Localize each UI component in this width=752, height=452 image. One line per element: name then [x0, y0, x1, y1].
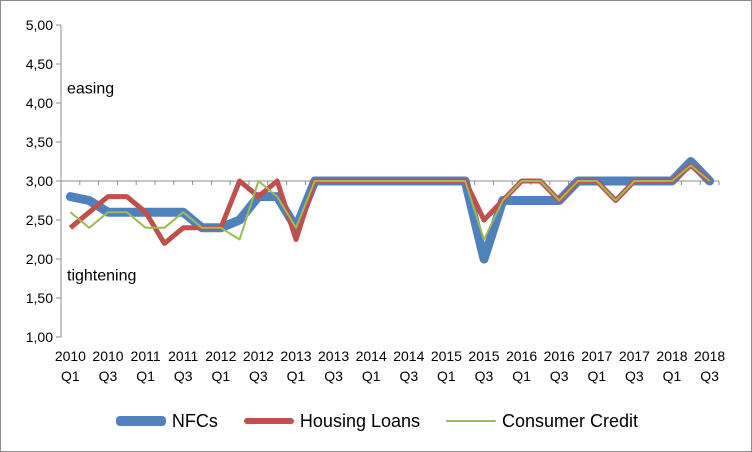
x-tick-label-quarter: Q3 — [324, 368, 343, 384]
x-tick-label-year: 2014 — [393, 348, 424, 364]
x-tick-label-year: 2014 — [356, 348, 387, 364]
x-tick-label-year: 2012 — [205, 348, 236, 364]
x-tick-label-year: 2016 — [544, 348, 575, 364]
y-tick-label: 1,00 — [26, 329, 53, 345]
legend-item-nfcs: NFCs — [115, 410, 218, 432]
x-tick-label-year: 2015 — [468, 348, 499, 364]
x-tick-label-year: 2010 — [55, 348, 86, 364]
x-tick-label-year: 2015 — [431, 348, 462, 364]
y-tick-label: 2,00 — [26, 251, 53, 267]
legend-swatch-housing-loans — [243, 418, 294, 424]
legend-swatch-consumer-credit — [446, 420, 497, 422]
x-tick-label-year: 2016 — [506, 348, 537, 364]
x-tick-label-year: 2017 — [619, 348, 650, 364]
x-tick-label-quarter: Q1 — [362, 368, 381, 384]
x-tick-label-year: 2012 — [243, 348, 274, 364]
legend-label-nfcs: NFCs — [171, 410, 218, 431]
x-tick-label-quarter: Q3 — [99, 368, 118, 384]
x-tick-label-quarter: Q1 — [437, 368, 456, 384]
x-tick-label-quarter: Q1 — [512, 368, 531, 384]
x-tick-label-quarter: Q3 — [249, 368, 268, 384]
y-tick-label: 5,00 — [26, 17, 53, 33]
x-tick-label-year: 2013 — [318, 348, 349, 364]
y-axis: 1,00 1,50 2,00 2,50 3,00 3,50 4,00 4,50 5,00 — [26, 17, 62, 345]
x-tick-label-quarter: Q3 — [475, 368, 494, 384]
y-tick-label: 4,50 — [26, 56, 53, 72]
x-tick-label-quarter: Q1 — [663, 368, 682, 384]
series-layer — [65, 157, 715, 264]
y-tick-label: 4,00 — [26, 95, 53, 111]
legend: NFCs Housing Loans Consumer Credit — [1, 406, 752, 436]
annotation-easing: easing — [67, 80, 114, 97]
legend-item-consumer-credit: Consumer Credit — [446, 411, 638, 432]
x-tick-label-quarter: Q3 — [550, 368, 569, 384]
y-tick-label: 3,00 — [26, 173, 53, 189]
y-tick-label: 3,50 — [26, 134, 53, 150]
x-tick-label-quarter: Q3 — [625, 368, 644, 384]
x-tick-label-quarter: Q1 — [587, 368, 606, 384]
annotation-tightening: tightening — [67, 268, 136, 285]
x-tick-label-year: 2011 — [131, 348, 161, 364]
legend-label-housing-loans: Housing Loans — [299, 410, 421, 431]
x-tick-label-quarter: Q3 — [700, 368, 719, 384]
x-tick-label-quarter: Q1 — [211, 368, 230, 384]
x-tick-label-quarter: Q3 — [174, 368, 193, 384]
x-tick-label-quarter: Q1 — [287, 368, 306, 384]
x-tick-label-year: 2010 — [92, 348, 123, 364]
x-tick-label-year: 2011 — [168, 348, 198, 364]
annotation-layer: easing tightening — [67, 80, 136, 284]
x-tick-label-quarter: Q1 — [136, 368, 155, 384]
x-tick-label-year: 2013 — [280, 348, 311, 364]
series-line-consumer-credit — [69, 164, 711, 241]
y-tick-label: 1,50 — [26, 290, 53, 306]
x-tick-label-year: 2018 — [656, 348, 687, 364]
x-tick-label-year: 2018 — [694, 348, 725, 364]
y-tick-label: 2,50 — [26, 212, 53, 228]
x-tick-label-quarter: Q1 — [61, 368, 80, 384]
legend-swatch-nfcs — [115, 416, 166, 426]
legend-item-housing-loans: Housing Loans — [243, 410, 421, 432]
legend-label-consumer-credit: Consumer Credit — [502, 410, 639, 431]
x-tick-label-quarter: Q3 — [399, 368, 418, 384]
x-axis: 2010 Q1 2010 Q3 2011 Q1 2011 Q3 2012 Q1 2012 Q3 2013… — [55, 180, 725, 384]
x-tick-label-year: 2017 — [581, 348, 612, 364]
